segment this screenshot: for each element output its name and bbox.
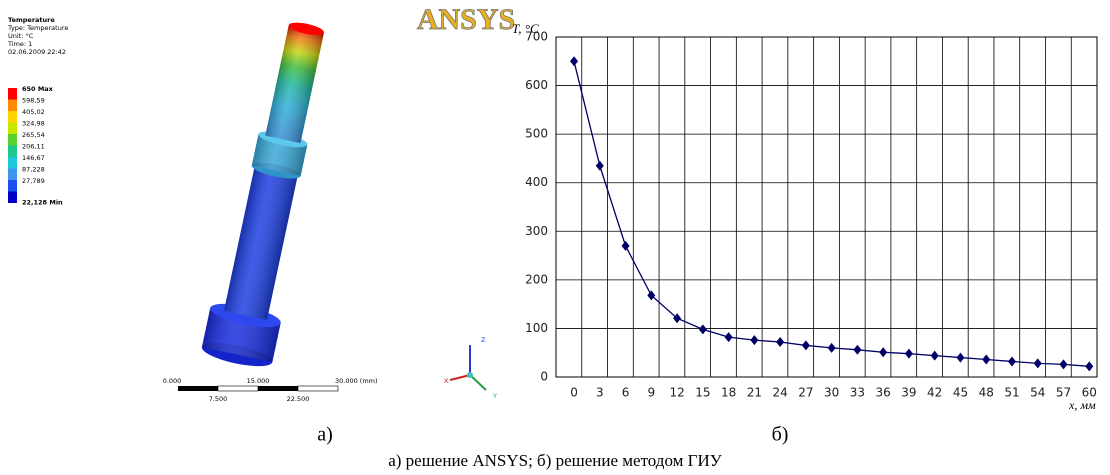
data-marker xyxy=(931,351,939,361)
x-tick-label: 0 xyxy=(570,386,578,400)
caption-main: а) решение ANSYS; б) решение методом ГИУ xyxy=(388,451,723,470)
data-marker xyxy=(802,340,810,350)
x-tick-label: 12 xyxy=(669,386,684,400)
x-tick-label: 6 xyxy=(622,386,630,400)
y-axis-label: T, °C xyxy=(512,21,539,36)
ansys-logo: ANSYS xyxy=(417,3,515,36)
data-marker xyxy=(1060,359,1068,369)
legend-swatch xyxy=(8,123,17,135)
x-tick-label: 39 xyxy=(901,386,916,400)
legend-label: 22,128 Min xyxy=(22,199,63,207)
x-tick-label: 36 xyxy=(876,386,891,400)
triad-axis xyxy=(470,375,486,390)
x-tick-label: 54 xyxy=(1030,386,1045,400)
legend-label: 87,228 xyxy=(22,166,45,174)
legend-label: 206,11 xyxy=(22,143,45,151)
y-tick-label: 0 xyxy=(540,370,548,384)
scale-label: 30.000 (mm) xyxy=(335,377,378,385)
triad-axis xyxy=(450,375,470,380)
data-line xyxy=(574,61,1089,366)
x-tick-label: 42 xyxy=(927,386,942,400)
x-axis-label: x, мм xyxy=(1068,398,1096,412)
legend-swatch xyxy=(8,180,17,192)
data-marker xyxy=(853,345,861,355)
data-marker xyxy=(622,241,630,251)
data-marker xyxy=(828,343,836,353)
x-tick-label: 51 xyxy=(1004,386,1019,400)
legend-swatch xyxy=(8,192,17,204)
triad-label: Y xyxy=(492,392,497,400)
data-marker xyxy=(1085,361,1093,371)
scale-bar xyxy=(178,386,218,391)
data-marker xyxy=(750,335,758,345)
result-info: Type: Temperature xyxy=(7,24,68,32)
shaft xyxy=(200,16,343,370)
result-info: Time: 1 xyxy=(7,40,32,48)
legend-swatch xyxy=(8,111,17,123)
y-tick-label: 300 xyxy=(525,224,548,238)
data-marker xyxy=(956,353,964,363)
data-marker xyxy=(673,313,681,323)
x-tick-label: 24 xyxy=(772,386,787,400)
y-tick-label: 400 xyxy=(525,175,548,189)
legend-swatch xyxy=(8,157,17,169)
data-marker xyxy=(570,56,578,66)
y-tick-label: 100 xyxy=(525,321,548,335)
legend-label: 405,02 xyxy=(22,108,45,116)
data-marker xyxy=(725,332,733,342)
x-tick-label: 27 xyxy=(798,386,813,400)
data-marker xyxy=(1008,356,1016,366)
x-tick-label: 33 xyxy=(850,386,865,400)
data-marker xyxy=(776,337,784,347)
legend-swatch xyxy=(8,146,17,158)
x-tick-label: 3 xyxy=(596,386,604,400)
page: ANSYS а) б) а) решение ANSYS; б) решение… xyxy=(0,0,1110,475)
x-tick-label: 30 xyxy=(824,386,839,400)
data-marker xyxy=(596,161,604,171)
triad-label: Z xyxy=(481,336,486,344)
x-tick-label: 18 xyxy=(721,386,736,400)
x-tick-label: 21 xyxy=(747,386,762,400)
result-info: Temperature xyxy=(8,16,55,24)
result-info: Unit: °C xyxy=(8,32,34,40)
scale-label: 0.000 xyxy=(163,377,182,385)
legend-swatch xyxy=(8,88,17,100)
scale-bar xyxy=(258,386,298,391)
y-tick-label: 500 xyxy=(525,127,548,141)
triad-label: X xyxy=(444,377,449,385)
legend-label: 650 Max xyxy=(22,85,54,93)
legend-swatch xyxy=(8,169,17,181)
x-tick-label: 9 xyxy=(647,386,655,400)
data-marker xyxy=(982,355,990,365)
figure: ANSYS а) б) а) решение ANSYS; б) решение… xyxy=(0,0,1110,475)
data-marker xyxy=(879,347,887,357)
scale-bar xyxy=(298,386,338,391)
scale-label: 7.500 xyxy=(209,395,228,403)
legend-label: 146,67 xyxy=(22,154,45,162)
y-tick-label: 600 xyxy=(525,78,548,92)
x-tick-label: 15 xyxy=(695,386,710,400)
scale-bar xyxy=(218,386,258,391)
x-tick-label: 48 xyxy=(979,386,994,400)
legend-label: 27,789 xyxy=(22,177,45,185)
data-marker xyxy=(647,290,655,300)
caption-right: б) xyxy=(772,424,789,446)
triad-origin xyxy=(467,372,473,378)
data-marker xyxy=(905,349,913,359)
legend-swatch xyxy=(8,100,17,112)
scale-label: 22.500 xyxy=(287,395,310,403)
scale-label: 15.000 xyxy=(247,377,270,385)
legend-swatch xyxy=(8,134,17,146)
legend-label: 265,54 xyxy=(22,131,45,139)
caption-left: а) xyxy=(317,424,333,446)
legend-label: 598,59 xyxy=(22,97,45,105)
result-info: 02.06.2009 22:42 xyxy=(8,48,66,56)
y-tick-label: 200 xyxy=(525,272,548,286)
plot-frame xyxy=(556,37,1097,377)
legend-label: 324,98 xyxy=(22,120,45,128)
x-tick-label: 45 xyxy=(953,386,968,400)
data-marker xyxy=(699,324,707,334)
data-marker xyxy=(1034,358,1042,368)
